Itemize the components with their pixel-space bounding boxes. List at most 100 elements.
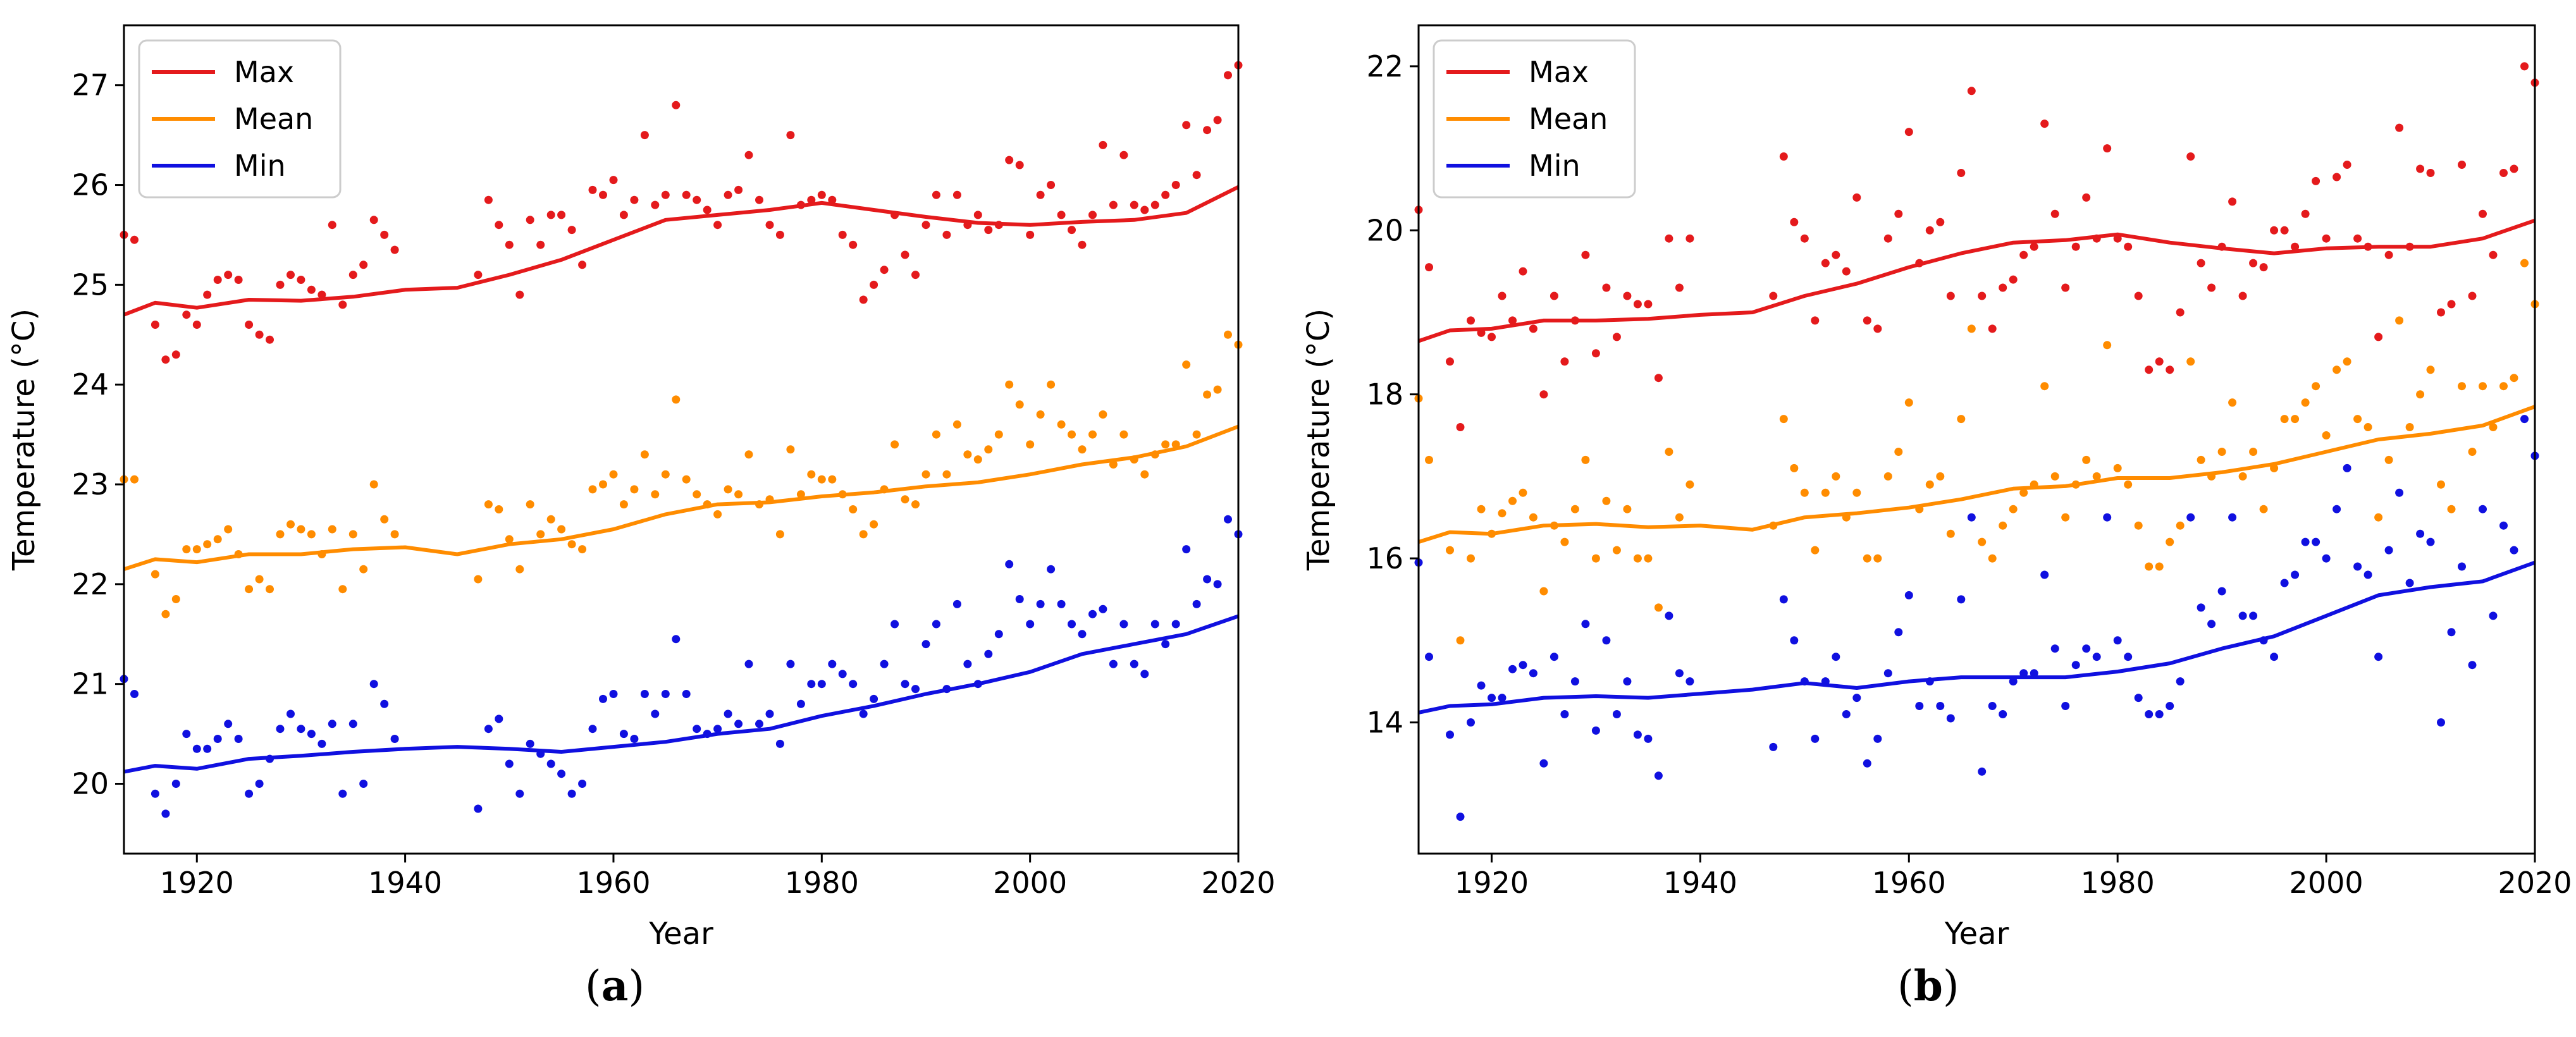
data-point-max [297,276,305,284]
y-tick-label: 20 [1366,213,1403,247]
data-point-max [880,266,889,274]
data-point-mean [1508,496,1517,505]
data-point-max [1130,200,1138,209]
data-point-max [1224,71,1232,80]
data-point-mean [2134,521,2143,530]
data-point-max [2071,242,2080,251]
data-point-min [1612,710,1621,718]
data-point-mean [952,420,961,429]
data-point-mean [2333,365,2341,374]
trend-line-mean [123,424,1240,572]
data-point-mean [2092,472,2101,481]
data-point-mean [1078,445,1087,454]
data-point-mean [2301,398,2310,407]
data-point-min [1425,653,1433,661]
data-point-min [1498,694,1507,703]
data-point-max [578,261,587,269]
data-point-max [266,335,274,344]
data-point-max [1213,116,1222,125]
data-point-max [1171,181,1180,189]
data-point-max [651,200,660,209]
data-point-min [1591,726,1600,735]
data-point-min [1171,620,1180,629]
data-point-min [588,725,597,733]
data-point-mean [1602,496,1611,505]
data-point-min [1047,565,1056,574]
data-point-min [963,660,972,668]
data-point-min [1005,560,1014,568]
y-tick-label: 14 [1366,705,1403,739]
data-point-max [682,190,691,199]
data-point-max [1602,283,1611,292]
data-point-max [151,321,159,329]
data-point-min [505,759,514,768]
data-point-max [1883,234,1892,243]
data-point-min [2374,653,2383,661]
legend-label-min: Min [1529,149,1581,183]
data-point-min [130,690,139,698]
data-point-min [2333,505,2341,513]
data-point-mean [2384,455,2393,464]
data-point-max [2343,161,2351,169]
data-point-min [359,780,368,788]
data-point-mean [2238,472,2247,481]
data-point-max [786,131,795,140]
data-point-min [2155,710,2164,718]
data-point-mean [2259,505,2268,513]
data-point-min [2520,415,2529,424]
data-point-mean [1446,546,1454,555]
legend-label-max: Max [1529,55,1589,89]
data-point-max [1057,211,1066,219]
data-point-mean [1591,554,1600,563]
data-point-min [775,739,784,748]
data-point-mean [693,490,701,499]
data-point-min [2176,677,2185,686]
data-point-mean [567,540,576,549]
data-point-min [1477,681,1486,690]
data-point-mean [1873,554,1882,563]
data-point-mean [1978,537,1987,546]
data-point-min [1182,545,1191,554]
data-point-max [2228,197,2237,206]
data-point-min [2353,562,2362,571]
data-point-mean [1800,488,1809,497]
data-point-mean [1623,505,1632,513]
data-point-mean [2374,513,2383,522]
data-point-min [276,725,285,733]
data-point-mean [578,545,587,554]
data-point-min [1140,670,1149,678]
data-point-max [2353,234,2362,243]
data-point-max [2082,193,2091,202]
data-point-min [546,759,555,768]
y-tick-label: 21 [71,667,109,701]
data-point-min [2479,505,2487,513]
data-point-mean [1779,415,1788,424]
data-point-max [1904,128,1913,137]
data-point-min [2071,661,2080,670]
data-point-max [1623,291,1632,300]
data-point-min [661,690,670,698]
data-point-mean [1119,430,1128,439]
data-point-max [234,276,243,284]
data-point-mean [1498,509,1507,518]
data-point-mean [2510,374,2518,383]
data-point-min [1088,610,1097,618]
data-point-min [224,720,233,728]
data-point-max [1456,423,1465,431]
data-point-max [703,206,712,214]
data-point-mean [1015,400,1024,409]
data-point-max [713,221,722,230]
data-point-mean [1477,505,1486,513]
data-point-min [1570,677,1579,686]
data-point-mean [255,575,264,584]
data-point-max [505,240,514,249]
data-point-min [672,635,681,644]
trend-line-mean [1418,405,2536,544]
data-point-mean [2312,382,2320,391]
data-point-max [567,226,576,235]
data-point-min [786,660,795,668]
data-point-max [765,221,774,230]
data-point-min [901,680,909,689]
data-point-min [619,730,628,739]
x-tick-label: 1980 [2081,866,2155,900]
